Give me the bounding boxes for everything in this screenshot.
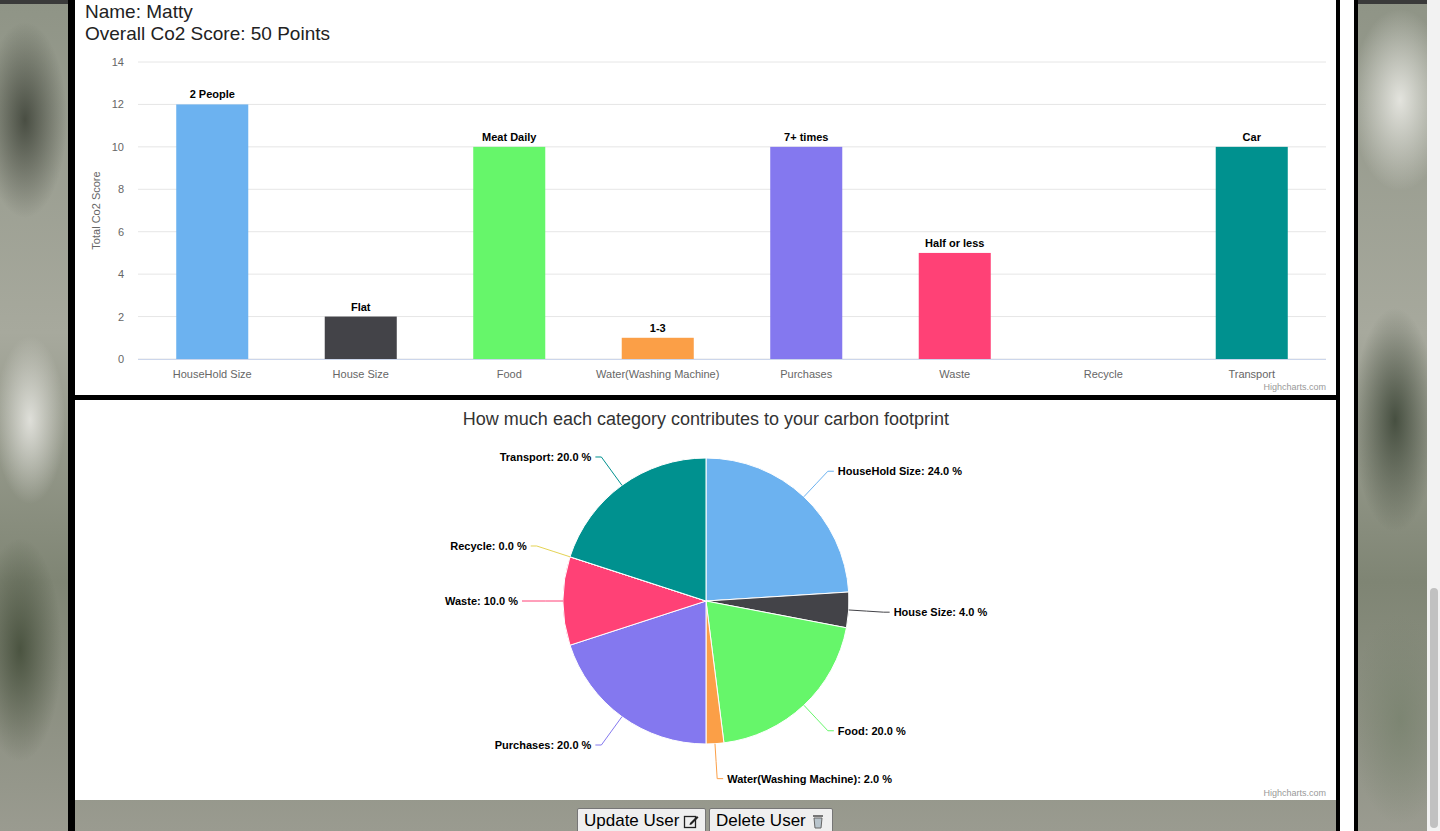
icon-part [814,818,822,828]
bars [176,104,1288,359]
connector [531,546,570,557]
grid-line [138,359,1326,360]
x-tick-label: Transport [1228,368,1275,380]
button-label: Update User [584,811,679,831]
bar [176,104,248,359]
pie-chart: How much each category contributes to yo… [445,409,1326,798]
y-tick-label: 8 [118,183,124,195]
y-axis-title: Total Co2 Score [90,171,102,249]
bar [473,147,545,359]
x-tick-label: Waste [939,368,970,380]
y-tick-label: 2 [118,311,124,323]
connector [849,610,890,612]
bar [1216,147,1288,359]
bar [1067,359,1139,360]
slice-label: Waste: 10.0 % [445,595,518,607]
bar [919,253,991,359]
pie-slice [570,557,706,601]
button-label: Delete User [716,811,806,831]
bar-annotation: Car [1243,131,1262,143]
grid-line [138,104,1326,105]
bar-annotation: Half or less [925,237,984,249]
y-tick-label: 6 [118,226,124,238]
grid-line [138,189,1326,190]
charts-svg: Name: MattyOverall Co2 Score: 50 Points 0… [0,0,1440,831]
slice-label: Water(Washing Machine): 2.0 % [727,773,892,785]
slices [563,458,849,744]
page: {"header": {"name": "Name: Matty", "scor… [0,0,1440,831]
pie-slice [563,557,706,645]
bar-annotation: 1-3 [650,322,666,334]
slice-label: Transport: 20.0 % [500,451,592,463]
x-tick-label: Food [497,368,522,380]
grid-line [138,231,1326,232]
x-tick-label: House Size [333,368,389,380]
icon-part [813,815,823,817]
bar-annotation: 2 People [190,88,235,100]
credits: Highcharts.com [1263,382,1326,392]
bar-labels: HouseHold Size 2 People House Size Flat Food… [173,88,1275,380]
grid-line [138,316,1326,317]
connector [715,744,723,779]
pie-slice [706,601,724,744]
bar [622,338,694,359]
bar-annotation: Flat [351,301,371,313]
y-tick-label: 0 [118,353,124,365]
slice-label: Food: 20.0 % [838,725,906,737]
button-icon [810,813,826,829]
frame-right-inner [1340,0,1354,831]
slice-label: Purchases: 20.0 % [495,739,592,751]
pie-slice [706,601,846,743]
pie-slice [706,592,849,628]
button[interactable]: Update User [577,808,706,831]
grid-line [138,146,1326,147]
frame-left [68,0,75,831]
slice-labels: HouseHold Size: 24.0 % House Size: 4.0 % F… [445,451,987,785]
connector [595,717,622,745]
y-tick-label: 4 [118,268,124,280]
user-name: Name: Matty [85,1,193,22]
pie-title: How much each category contributes to yo… [463,409,949,429]
bar-annotation: Meat Daily [482,131,537,143]
slice-label: Recycle: 0.0 % [450,540,527,552]
y-tick-label: 12 [112,98,124,110]
score: Overall Co2 Score: 50 Points [85,23,330,44]
connector [595,457,622,485]
pie-slice [570,601,706,744]
connector [804,471,834,497]
x-tick-label: Recycle [1084,368,1123,380]
connector [804,705,834,731]
credits: Highcharts.com [1263,788,1326,798]
grid-line [138,274,1326,275]
bar-annotation: 7+ times [784,131,828,143]
scroll-thumb [1430,588,1438,828]
x-axis-line [138,359,1326,360]
pie-slice [570,458,706,601]
y-tick-label: 10 [112,141,124,153]
slice-label: HouseHold Size: 24.0 % [838,465,962,477]
button-icon [683,813,699,829]
bar [325,317,397,359]
icon-part [690,816,699,825]
slice-label: House Size: 4.0 % [894,606,988,618]
pie-slice [706,458,849,601]
bar-chart: 0 2 4 6 8 10 12 14 Total Co2 Score HouseHold Size… [90,56,1326,392]
x-tick-label: HouseHold Size [173,368,252,380]
x-tick-label: Purchases [780,368,832,380]
bar [770,147,842,359]
connector [522,601,563,602]
x-tick-label: Water(Washing Machine) [596,368,719,380]
panel-bottom [75,400,1336,800]
grid-line [138,62,1326,63]
button[interactable]: Delete User [709,808,833,831]
panel-top [75,0,1336,395]
y-tick-label: 14 [112,56,124,68]
